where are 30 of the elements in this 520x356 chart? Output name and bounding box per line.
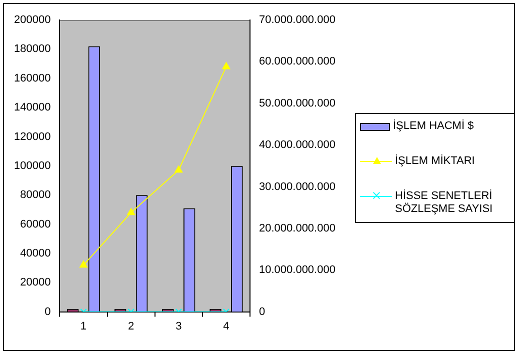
- point: [127, 208, 136, 216]
- y2-tick-label: 70.000.000.000: [259, 14, 336, 26]
- y2-tick-label: 60.000.000.000: [259, 56, 336, 68]
- y2-tick-label: 0: [259, 306, 266, 318]
- legend-label: HİSSE SENETLERİ SÖZLEŞME SAYISI: [395, 190, 494, 216]
- y-tick-label: 80000: [20, 189, 51, 202]
- point: [222, 62, 230, 70]
- y-tick-label: 180000: [14, 43, 51, 56]
- y2-tick-label: 20.000.000.000: [259, 222, 336, 234]
- y2-tick-label: 40.000.000.000: [259, 139, 336, 152]
- x-tick-label: 4: [223, 320, 230, 332]
- y-tick-label: 60000: [20, 218, 51, 230]
- point: [174, 166, 183, 173]
- y-tick-label: 200000: [14, 14, 51, 26]
- legend-label: İŞLEM MİKTARI: [395, 155, 475, 168]
- y2-tick-label: 50.000.000.000: [259, 97, 336, 110]
- y-tick-label: 0: [44, 306, 51, 318]
- y2-tick-label: 10.000.000.000: [259, 264, 336, 276]
- y-tick-label: 40000: [20, 247, 51, 260]
- x-tick-label: 1: [80, 320, 87, 332]
- y-tick-label: 120000: [14, 130, 51, 143]
- x-tick-label: 3: [176, 320, 182, 332]
- y-tick-label: 20000: [20, 276, 51, 289]
- y-tick-label: 140000: [14, 102, 51, 114]
- y-tick-label: 100000: [14, 160, 51, 172]
- y-tick-label: 160000: [14, 72, 51, 84]
- point: [80, 260, 88, 268]
- legend-label: İŞLEM HACMİ $: [393, 120, 474, 133]
- y2-tick-label: 30.000.000.000: [259, 180, 336, 193]
- x-tick-label: 2: [128, 320, 134, 332]
